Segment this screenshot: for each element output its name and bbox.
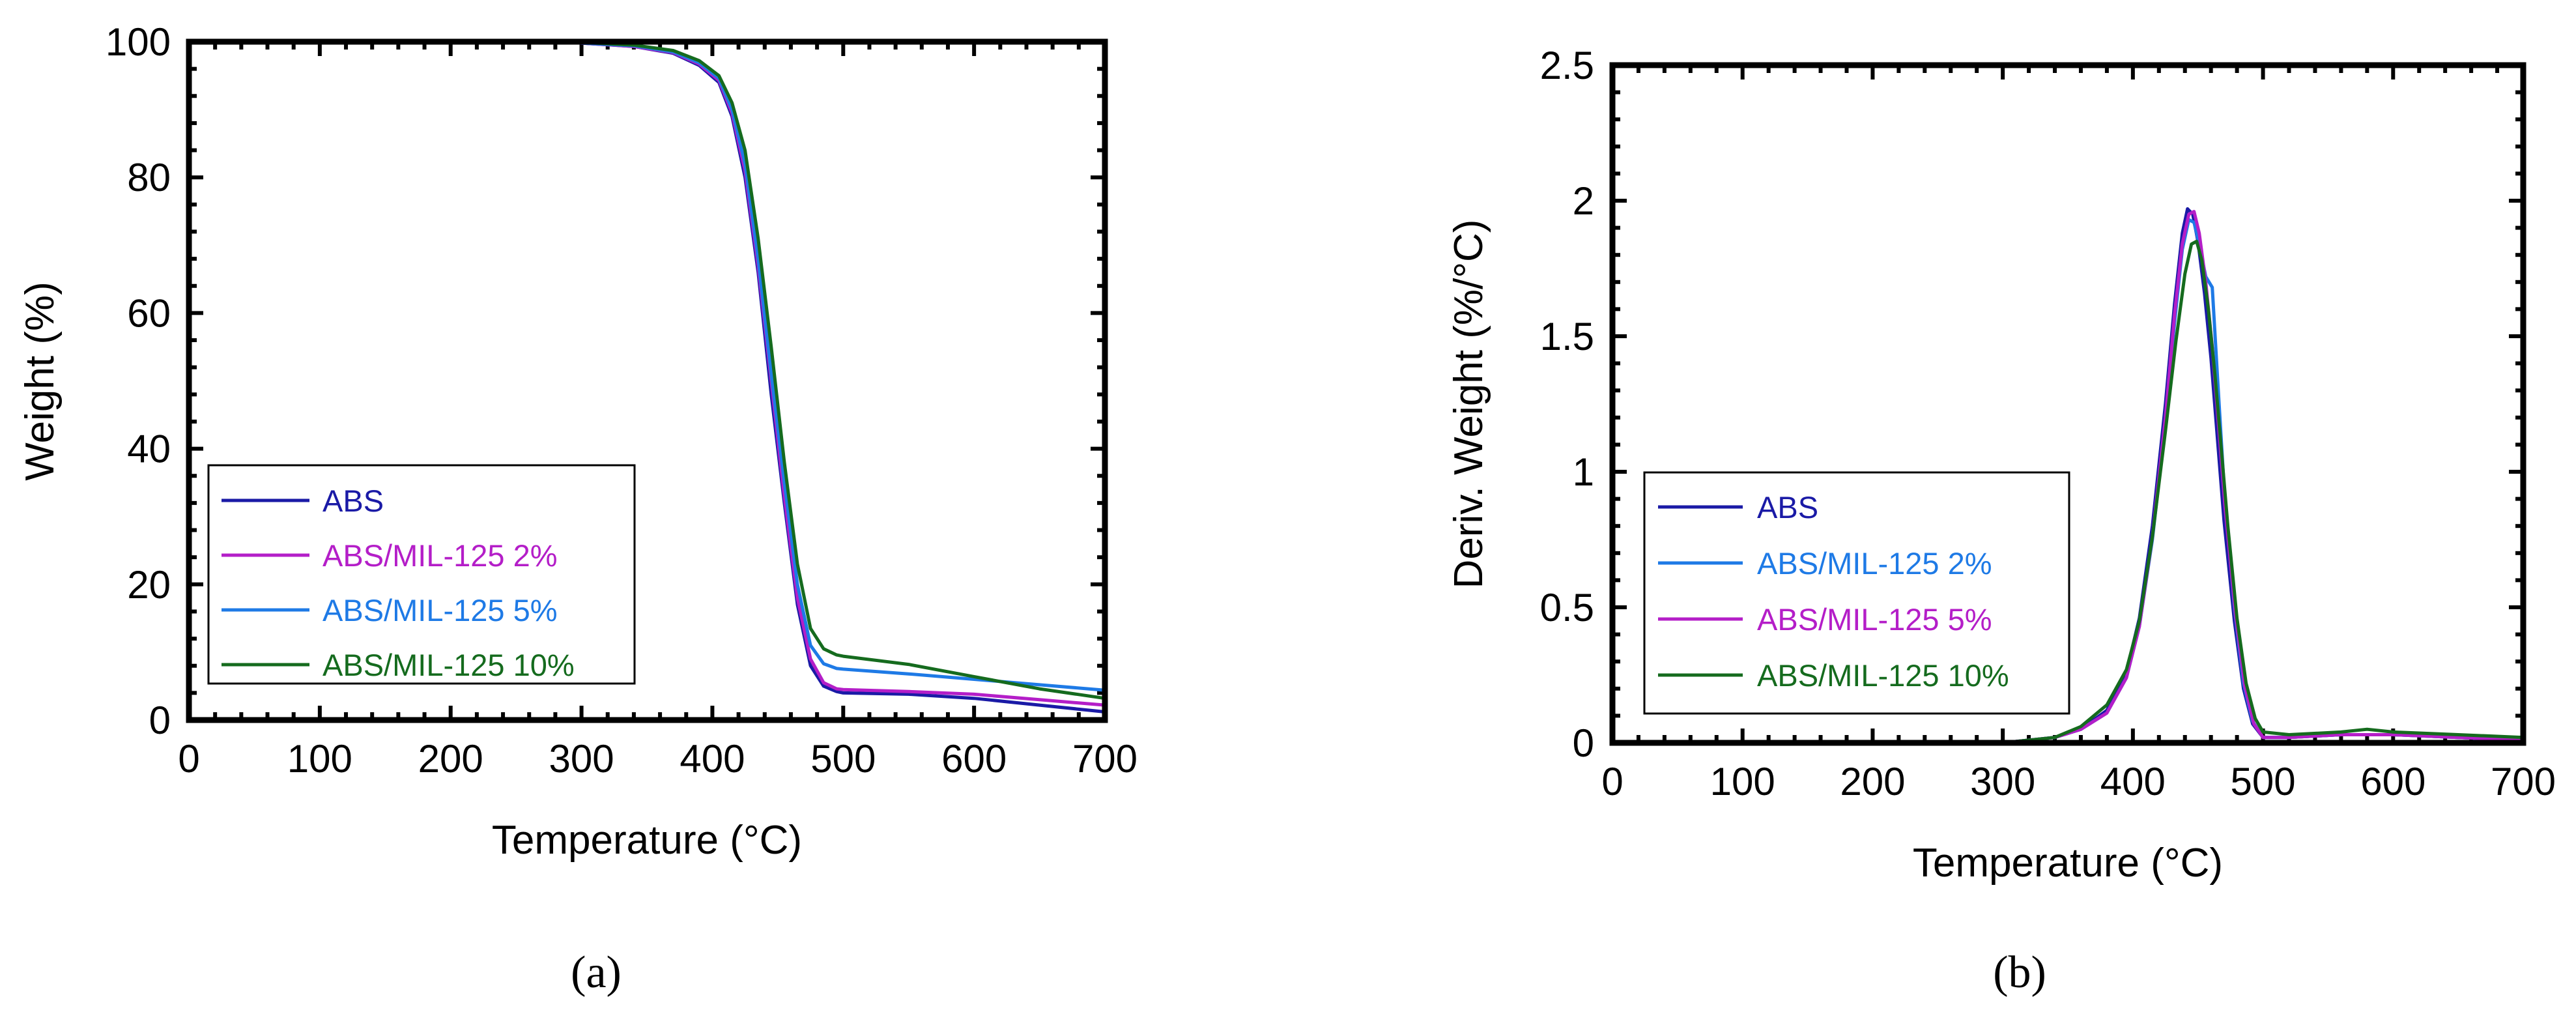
chart-panel-b: 0 100 200 300 400 500 600 700 0 0.5 1 1.5 2 2.5 Tempe… — [1446, 44, 2556, 998]
x-tick-label: 200 — [1840, 760, 1905, 803]
y-tick-label: 80 — [127, 156, 171, 199]
x-axis-title: Temperature (°C) — [1913, 841, 2223, 886]
plot-frame — [186, 38, 1108, 723]
y-tick-label: 20 — [127, 563, 171, 607]
series-line — [1612, 210, 2524, 745]
legend-label: ABS/MIL-125 2% — [1757, 546, 1992, 581]
x-tick-label: 400 — [680, 737, 745, 781]
y-tick-label: 100 — [106, 20, 171, 64]
legend: ABS ABS/MIL-125 2% ABS/MIL-125 5% ABS/MIL-1… — [1643, 471, 2070, 715]
panel-label: (b) — [1993, 947, 2046, 998]
x-tick-label: 600 — [941, 737, 1007, 781]
x-tick-label: 500 — [2231, 760, 2296, 803]
y-tick-label: 0 — [149, 699, 171, 742]
x-tick-label: 600 — [2360, 760, 2426, 803]
legend-label: ABS/MIL-125 10% — [322, 648, 575, 682]
y-tick-label: 40 — [127, 427, 171, 471]
x-tick-label: 0 — [1601, 760, 1623, 803]
x-tick-label: 300 — [1970, 760, 2035, 803]
panel-label: (a) — [571, 947, 622, 998]
legend: ABS ABS/MIL-125 2% ABS/MIL-125 5% ABS/MIL-1… — [207, 464, 636, 685]
legend-label: ABS/MIL-125 5% — [1757, 602, 1992, 637]
x-tick-label: 0 — [178, 737, 199, 781]
y-tick-label: 0.5 — [1540, 586, 1594, 629]
legend-label: ABS — [322, 483, 384, 518]
x-axis-title: Temperature (°C) — [492, 818, 802, 863]
legend-label: ABS/MIL-125 10% — [1757, 658, 2009, 693]
x-tick-label: 200 — [418, 737, 483, 781]
plot-frame — [1609, 62, 2526, 746]
chart-panel-a: 0 100 200 300 400 500 600 700 0 20 40 60 80 100 Tempe… — [18, 20, 1138, 998]
legend-box — [1643, 471, 2070, 715]
x-tick-label: 700 — [1072, 737, 1138, 781]
y-tick-label: 2.5 — [1540, 44, 1594, 87]
y-tick-label: 2 — [1573, 179, 1594, 223]
y-tick-label: 1 — [1573, 450, 1594, 494]
legend-label: ABS/MIL-125 2% — [322, 538, 558, 573]
x-tick-label: 100 — [1710, 760, 1775, 803]
x-tick-label: 100 — [287, 737, 352, 781]
y-axis-title: Weight (%) — [18, 281, 63, 481]
y-tick-label: 1.5 — [1540, 315, 1594, 358]
series-line — [189, 40, 1106, 700]
x-tick-label: 400 — [2100, 760, 2166, 803]
series-line — [1612, 239, 2524, 745]
legend-label: ABS — [1757, 490, 1818, 525]
x-tick-label: 700 — [2491, 760, 2556, 803]
x-tick-label: 300 — [549, 737, 614, 781]
legend-label: ABS/MIL-125 5% — [322, 593, 558, 628]
y-axis-title: Deriv. Weight (%/°C) — [1446, 220, 1491, 589]
x-tick-label: 500 — [810, 737, 876, 781]
y-tick-label: 60 — [127, 291, 171, 335]
y-tick-label: 0 — [1573, 721, 1594, 765]
